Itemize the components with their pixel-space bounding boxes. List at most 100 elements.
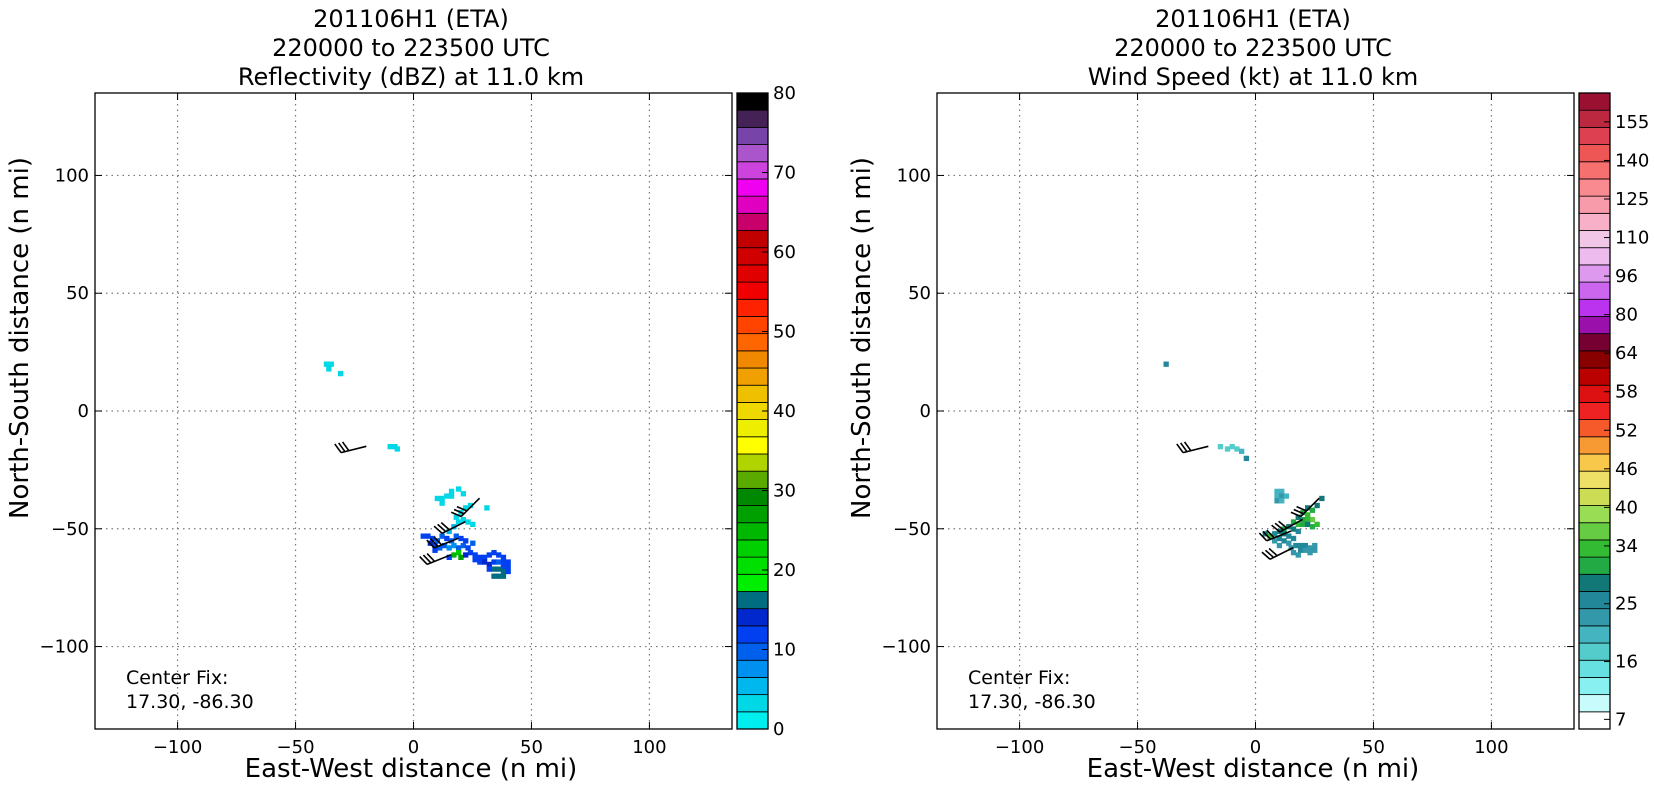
echo-cell: [500, 559, 507, 565]
wind-barb-feather: [1271, 524, 1281, 533]
echo-cell: [472, 552, 478, 558]
colorbar-segment: [1578, 316, 1611, 335]
wind-barb-feather: [1274, 522, 1284, 531]
wind-barb: [1258, 529, 1292, 542]
colorbar-segment: [736, 109, 769, 128]
echo-cell: [1290, 549, 1297, 556]
x-tick-label: 50: [1362, 737, 1385, 758]
echo-cell: [496, 573, 502, 579]
colorbar-segment: [1578, 384, 1611, 403]
echo-cell: [463, 538, 469, 544]
echo-cell: [1290, 526, 1297, 532]
colorbar-segment: [736, 436, 769, 455]
wind-barb-feather: [422, 554, 432, 564]
colorbar-segment: [736, 367, 769, 386]
echo-cell: [444, 535, 450, 542]
y-tick-label: −50: [51, 519, 89, 540]
colorbar-segment: [736, 642, 769, 661]
colorbar-segment: [1578, 264, 1611, 283]
echo-cell: [470, 521, 476, 528]
colorbar-segment: [736, 212, 769, 231]
right-ylabel: North-South distance (n mi): [847, 157, 877, 519]
colorbar-segment: [736, 677, 769, 696]
echo-cell: [460, 517, 467, 523]
colorbar-segment: [736, 264, 769, 283]
echo-cell: [1309, 517, 1316, 523]
colorbar-tick-label: 20: [773, 560, 796, 581]
echo-cell: [1274, 488, 1280, 495]
wind-barb-shaft: [1182, 445, 1209, 454]
colorbar-segment: [1578, 367, 1611, 386]
echo-cell: [455, 545, 462, 551]
echo-cell: [425, 533, 431, 539]
y-tick-label: 100: [897, 165, 931, 186]
echo-cell: [439, 500, 445, 506]
colorbar-tick-label: 10: [773, 640, 796, 661]
wind-barb-feather: [419, 555, 428, 565]
echo-cell: [500, 573, 507, 579]
wind-barb-feather: [1180, 442, 1188, 453]
colorbar-segment: [736, 556, 769, 575]
echo-cell: [455, 486, 462, 492]
wind-barb-feather: [1293, 508, 1304, 515]
colorbar-segment: [736, 92, 769, 111]
colorbar-segment: [736, 694, 769, 713]
wind-barb: [426, 536, 459, 549]
colorbar-segment: [1578, 161, 1611, 180]
wind-barb-feather: [456, 505, 468, 512]
colorbar-segment: [1578, 522, 1611, 541]
echo-cell: [453, 533, 459, 539]
y-tick-label: 50: [908, 283, 931, 304]
echo-cell: [486, 561, 492, 568]
echo-cell: [496, 559, 502, 565]
colorbar-segment: [1578, 505, 1611, 524]
echo-cell: [1274, 493, 1280, 499]
wind-barb-feather: [334, 443, 342, 454]
y-tick-label: −100: [882, 637, 931, 658]
echo-cell: [446, 545, 452, 551]
wind-barb: [433, 520, 466, 535]
colorbar-segment: [1578, 591, 1611, 610]
echo-cell: [1163, 361, 1169, 367]
echo-cell: [481, 559, 488, 565]
echo-cell: [1267, 533, 1273, 539]
colorbar-tick-label: 30: [773, 481, 796, 502]
echo-cell: [1305, 505, 1311, 511]
colorbar-segment: [1578, 281, 1611, 300]
echo-cell: [437, 545, 443, 551]
left-plot-frame: [94, 92, 733, 730]
x-tick-label: 0: [408, 737, 419, 758]
echo-cell: [1286, 533, 1292, 539]
colorbar-segment: [736, 350, 769, 369]
colorbar-tick-label: 96: [1615, 266, 1638, 287]
colorbar-segment: [1578, 625, 1611, 644]
colorbar-segment: [1578, 247, 1611, 266]
echo-cell: [465, 519, 471, 525]
echo-cell: [477, 554, 483, 560]
colorbar-segment: [1578, 608, 1611, 627]
echo-cell: [505, 559, 511, 565]
wind-barb-feather: [426, 539, 435, 549]
y-tick-label: 0: [920, 401, 931, 422]
colorbar-tick-label: 60: [773, 242, 796, 263]
echo-cell: [1309, 524, 1316, 530]
echo-cell: [448, 493, 455, 499]
echo-cell: [1307, 549, 1313, 556]
echo-cell: [1293, 542, 1299, 549]
colorbar-tick-label: 70: [773, 163, 796, 184]
echo-cell: [486, 566, 492, 572]
wind-barb-feather: [433, 525, 443, 534]
colorbar-segment: [736, 419, 769, 438]
echo-cell: [1297, 542, 1304, 549]
colorbar-segment: [736, 625, 769, 644]
right-title-line-1: 201106H1 (ETA): [1155, 5, 1351, 33]
colorbar-segment: [1578, 470, 1611, 489]
echo-cell: [453, 514, 459, 520]
colorbar-tick-label: 50: [773, 322, 796, 343]
echo-cell: [387, 443, 393, 450]
colorbar-segment: [1578, 419, 1611, 438]
colorbar-segment: [1578, 144, 1611, 163]
colorbar-tick-label: 64: [1615, 343, 1638, 364]
echo-cell: [496, 552, 502, 558]
wind-barb-feather: [338, 442, 346, 453]
